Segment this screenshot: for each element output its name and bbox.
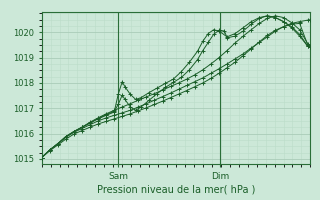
- X-axis label: Pression niveau de la mer( hPa ): Pression niveau de la mer( hPa ): [97, 185, 255, 195]
